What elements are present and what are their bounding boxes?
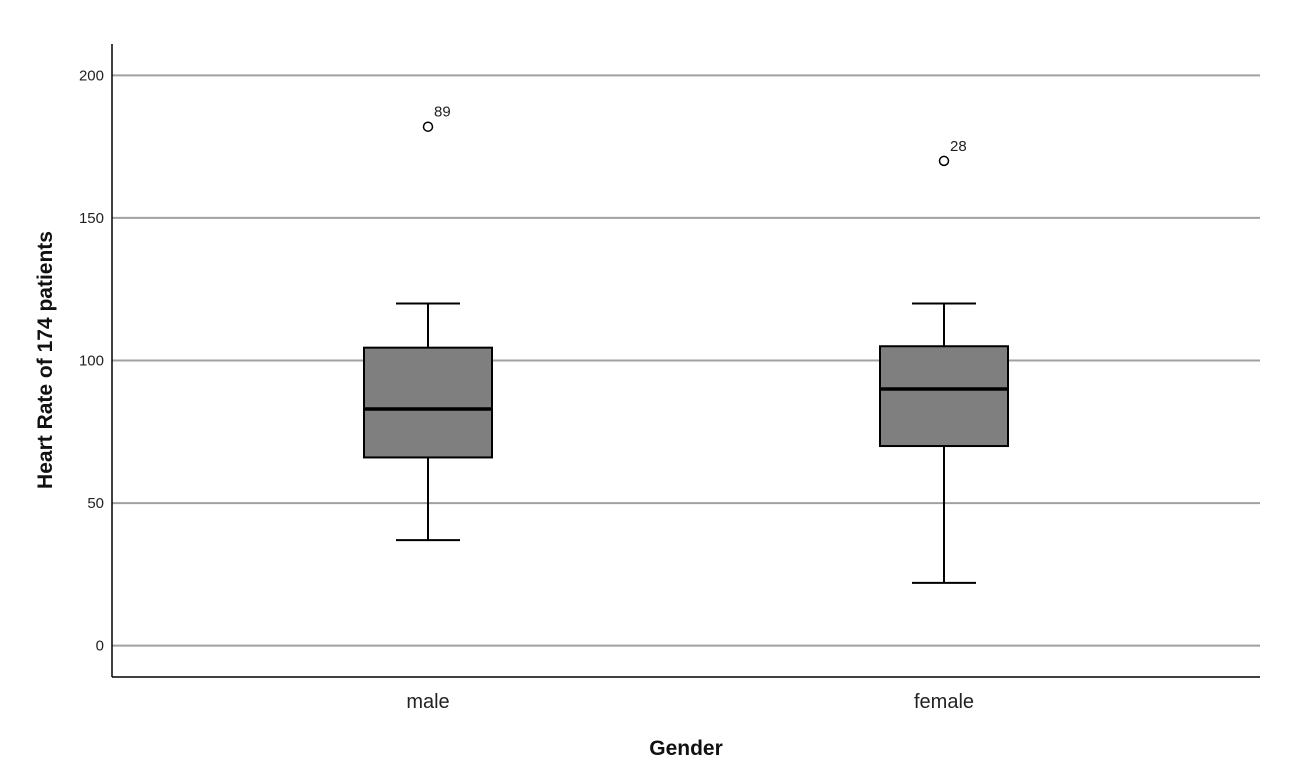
- y-tick-label: 0: [96, 638, 104, 655]
- y-axis-title: Heart Rate of 174 patients: [34, 231, 57, 489]
- x-category-labels: male female: [406, 691, 974, 713]
- box-female: 28: [879, 138, 1009, 584]
- y-tick-labels: 0 50 100 150 200: [79, 67, 104, 654]
- outlier-point: [422, 121, 434, 132]
- box-iqr: [363, 346, 493, 459]
- box-male: 89: [363, 104, 493, 542]
- y-tick-label: 100: [79, 353, 104, 370]
- box-iqr: [879, 345, 1009, 448]
- outlier-label: 28: [950, 138, 967, 155]
- x-axis-title: Gender: [649, 737, 723, 760]
- outlier-point: [938, 155, 950, 167]
- y-tick-label: 50: [87, 495, 104, 512]
- y-tick-label: 200: [79, 67, 104, 84]
- outlier-label: 89: [434, 104, 451, 121]
- y-tick-label: 150: [79, 210, 104, 227]
- gridlines: [112, 74, 1260, 647]
- axes: [111, 44, 1260, 678]
- x-category-label: female: [914, 691, 974, 713]
- x-category-label: male: [406, 691, 449, 713]
- boxes: 89 28: [363, 104, 1009, 584]
